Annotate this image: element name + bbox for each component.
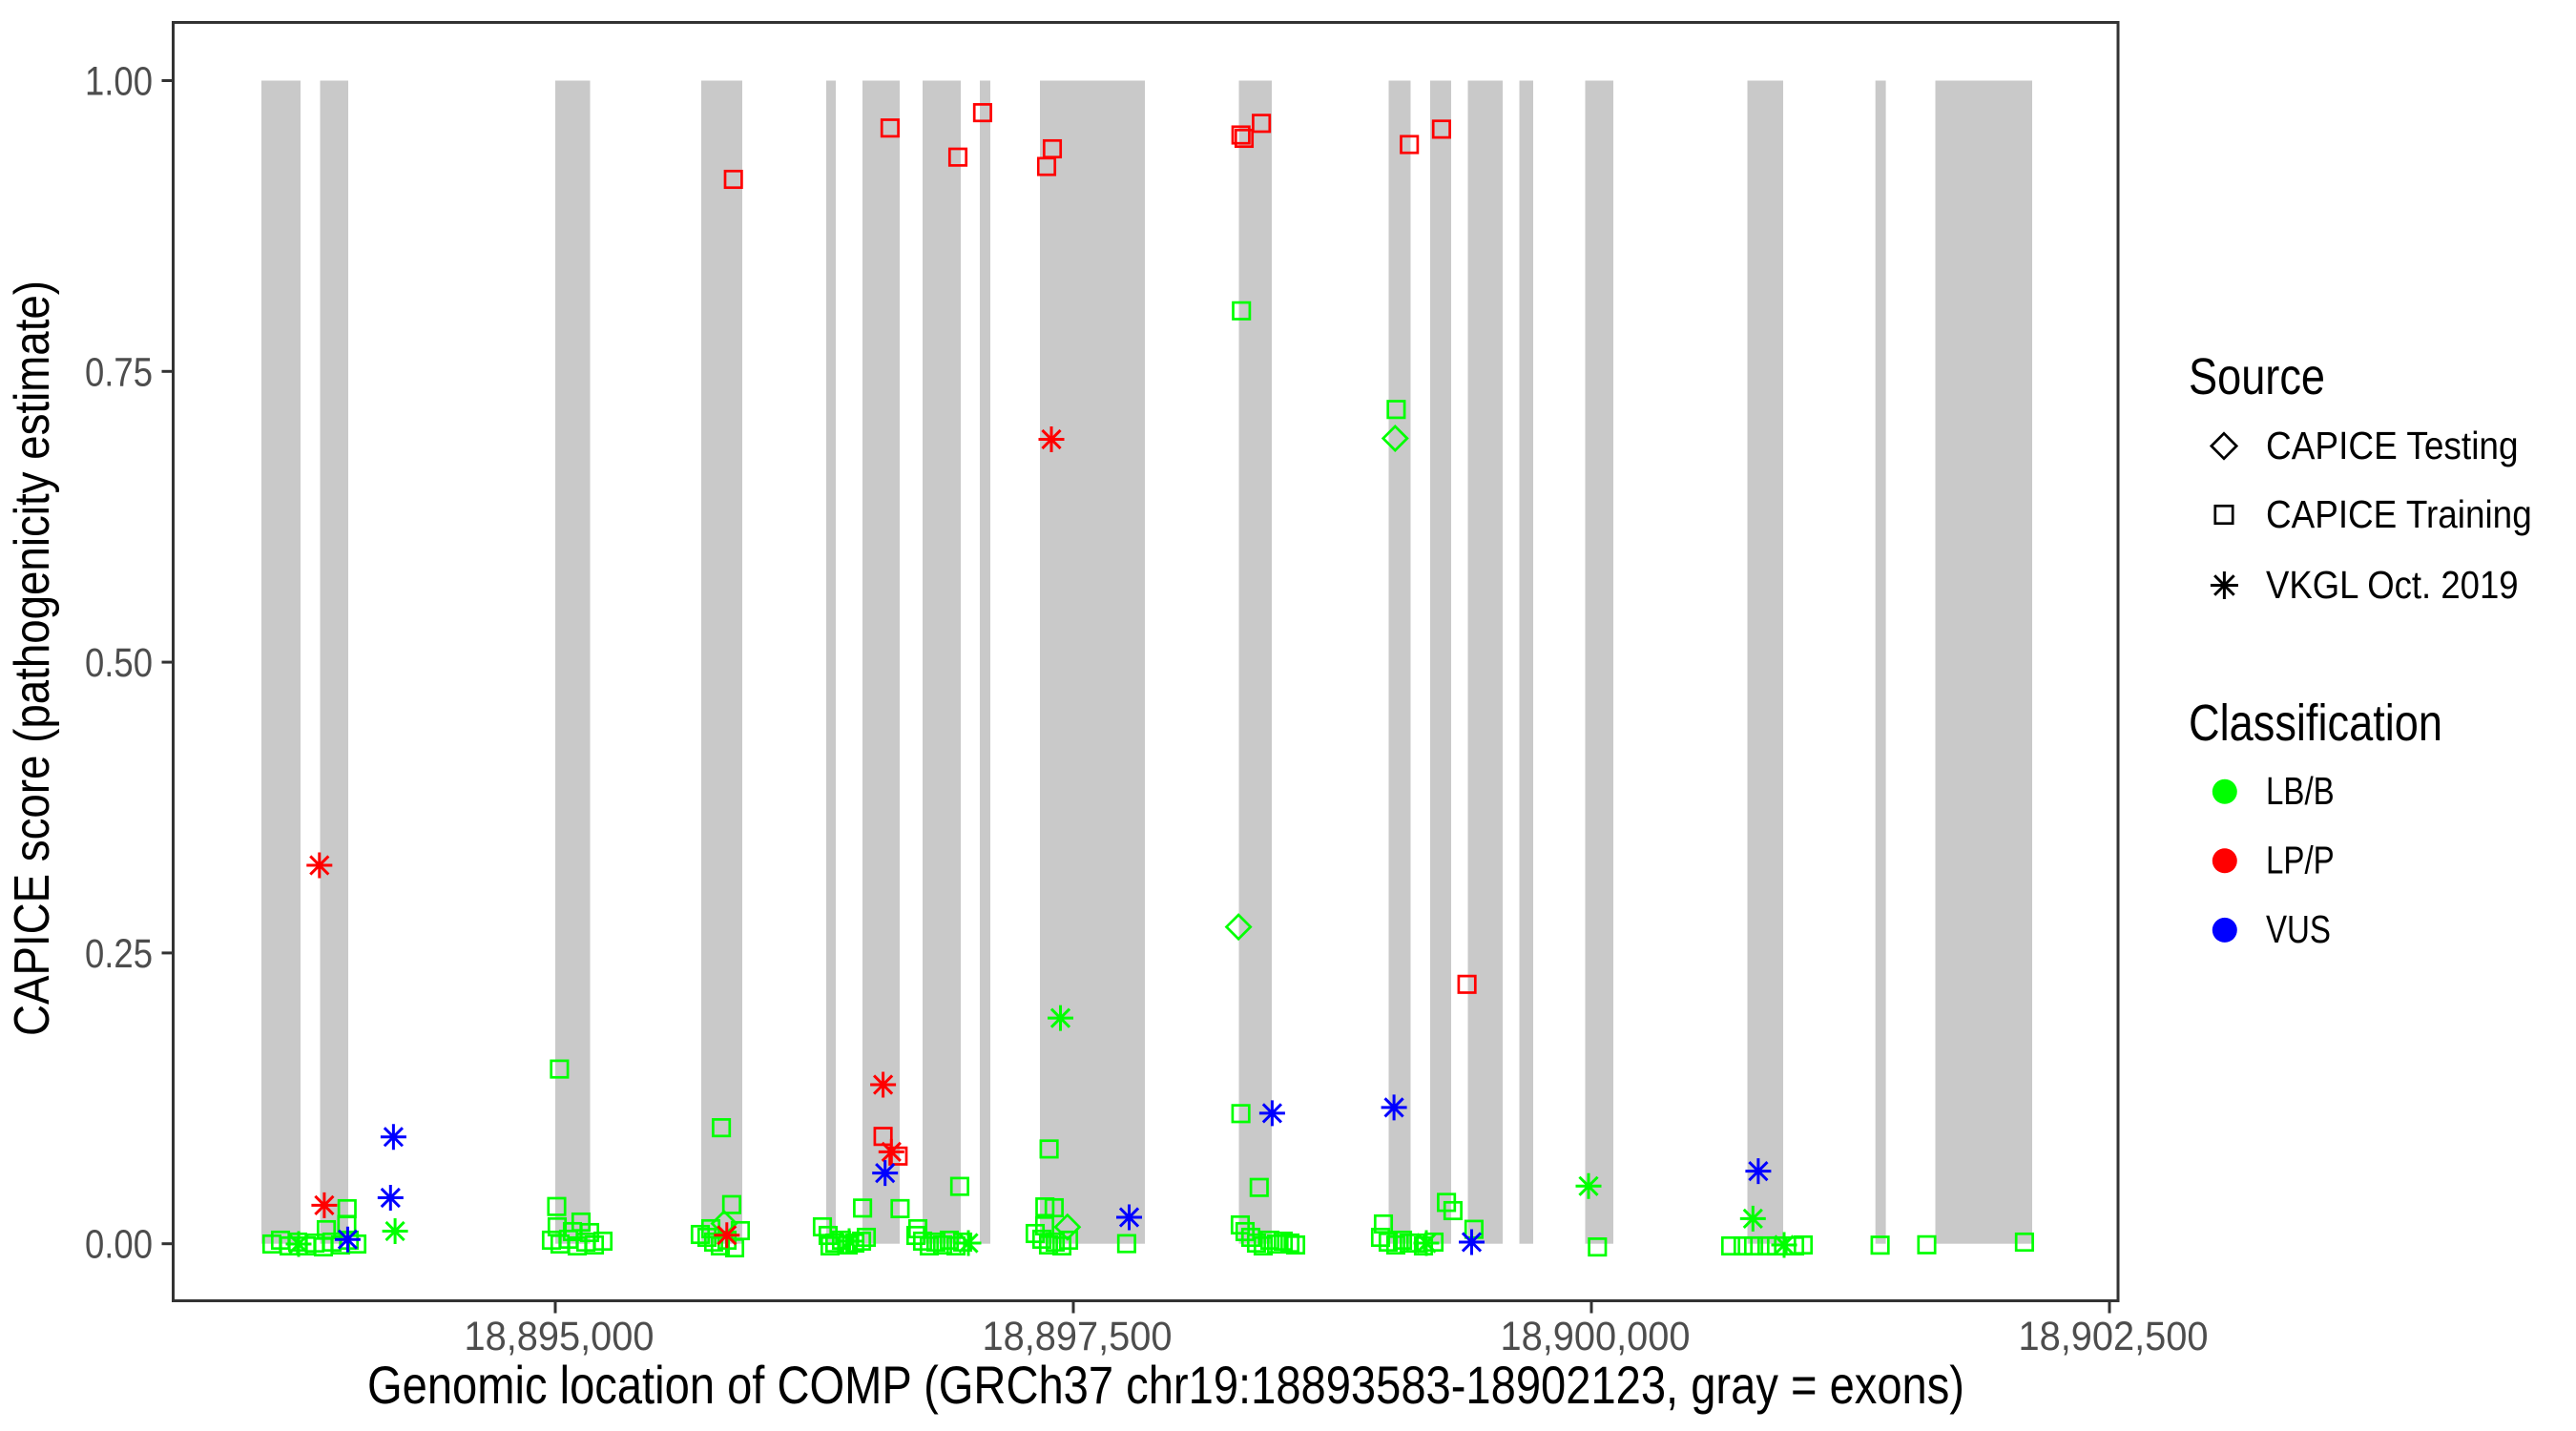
svg-text:VUS: VUS bbox=[2266, 907, 2331, 951]
svg-text:CAPICE Training: CAPICE Training bbox=[2266, 492, 2532, 536]
svg-text:Source: Source bbox=[2189, 348, 2325, 405]
svg-text:LB/B: LB/B bbox=[2266, 769, 2335, 813]
svg-text:0.25: 0.25 bbox=[85, 931, 153, 977]
svg-text:1.00: 1.00 bbox=[85, 59, 153, 105]
svg-text:0.00: 0.00 bbox=[85, 1222, 153, 1268]
svg-text:18,895,000: 18,895,000 bbox=[465, 1314, 654, 1359]
svg-text:VKGL Oct. 2019: VKGL Oct. 2019 bbox=[2266, 563, 2519, 607]
svg-text:Genomic location of COMP (GRCh: Genomic location of COMP (GRCh37 chr19:1… bbox=[367, 1355, 1964, 1415]
svg-text:18,897,500: 18,897,500 bbox=[983, 1314, 1173, 1359]
svg-text:CAPICE score (pathogenicity es: CAPICE score (pathogenicity estimate) bbox=[5, 280, 60, 1036]
svg-text:CAPICE Testing: CAPICE Testing bbox=[2266, 424, 2519, 467]
svg-text:18,902,500: 18,902,500 bbox=[2019, 1314, 2209, 1359]
svg-text:LP/P: LP/P bbox=[2266, 839, 2335, 882]
svg-text:0.50: 0.50 bbox=[85, 640, 153, 686]
svg-text:0.75: 0.75 bbox=[85, 349, 153, 395]
svg-text:18,900,000: 18,900,000 bbox=[1501, 1314, 1691, 1359]
svg-text:Classification: Classification bbox=[2189, 695, 2442, 752]
